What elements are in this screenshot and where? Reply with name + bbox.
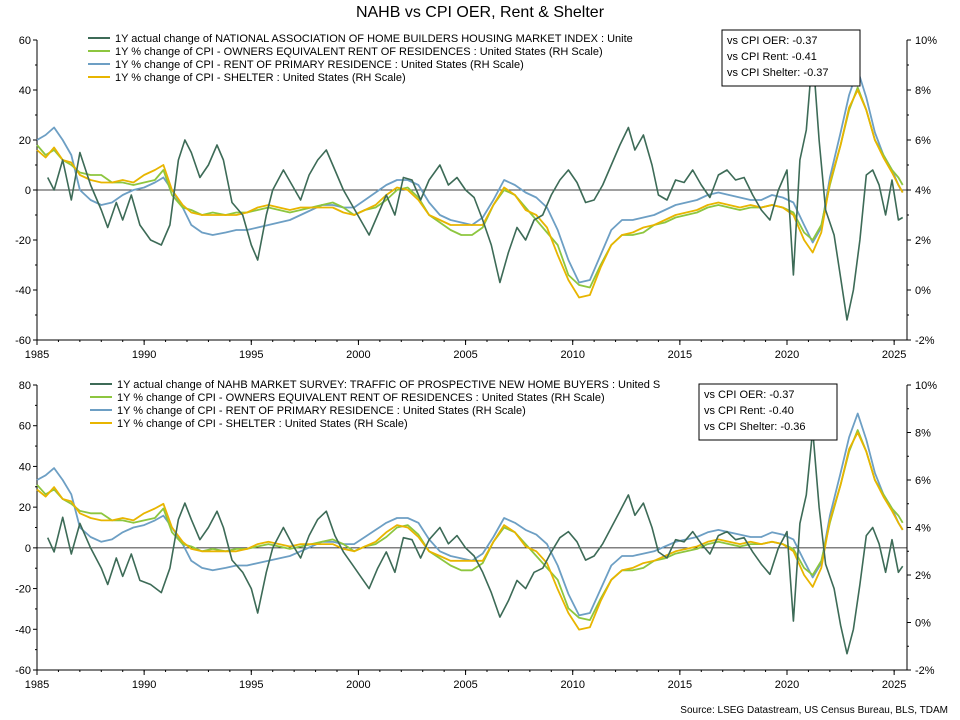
- right-tick-label: 2%: [915, 235, 931, 247]
- source-note: Source: LSEG Datastream, US Census Burea…: [680, 705, 948, 716]
- series-line-nahb-top: [46, 51, 904, 321]
- x-tick-label: 1995: [239, 349, 263, 361]
- right-tick-label: -2%: [915, 665, 935, 677]
- left-tick-label: 20: [19, 135, 31, 147]
- legend-label-rent: 1Y % change of CPI - RENT OF PRIMARY RES…: [117, 405, 526, 417]
- correlation-label: vs CPI Rent: -0.41: [727, 51, 817, 63]
- legend-label-nahb: 1Y actual change of NAHB MARKET SURVEY: …: [117, 379, 660, 391]
- chart-title: NAHB vs CPI OER, Rent & Shelter: [355, 4, 605, 21]
- x-tick-label: 2020: [775, 349, 799, 361]
- x-tick-label: 2020: [775, 679, 799, 691]
- left-tick-label: 0: [25, 185, 31, 197]
- right-tick-label: 10%: [915, 35, 937, 47]
- x-tick-label: 1985: [25, 679, 49, 691]
- series-line-oer-bottom: [36, 429, 904, 621]
- x-tick-label: 2000: [346, 679, 370, 691]
- left-tick-label: 20: [19, 502, 31, 514]
- legend-label-oer: 1Y % change of CPI - OWNERS EQUIVALENT R…: [117, 392, 605, 404]
- x-tick-label: 1985: [25, 349, 49, 361]
- right-tick-label: 2%: [915, 570, 931, 582]
- right-tick-label: 10%: [915, 380, 937, 392]
- x-tick-label: 2015: [668, 679, 692, 691]
- correlation-box: [698, 383, 838, 441]
- legend-label-nahb: 1Y actual change of NATIONAL ASSOCIATION…: [115, 33, 633, 45]
- right-tick-label: 8%: [915, 85, 931, 97]
- right-tick-label: 8%: [915, 428, 931, 440]
- legend-label-oer: 1Y % change of CPI - OWNERS EQUIVALENT R…: [115, 46, 603, 58]
- left-tick-label: -40: [15, 624, 31, 636]
- series-line-nahb-bottom: [46, 429, 904, 655]
- right-tick-label: 4%: [915, 523, 931, 535]
- left-tick-label: -60: [15, 335, 31, 347]
- left-tick-label: 40: [19, 85, 31, 97]
- right-tick-label: 0%: [915, 285, 931, 297]
- correlation-label: vs CPI OER: -0.37: [704, 389, 794, 401]
- correlation-label: vs CPI Rent: -0.40: [704, 405, 794, 417]
- x-tick-label: 2025: [882, 679, 906, 691]
- left-tick-label: -20: [15, 584, 31, 596]
- x-tick-label: 2005: [453, 679, 477, 691]
- x-tick-label: 2010: [560, 349, 584, 361]
- x-tick-label: 2005: [453, 349, 477, 361]
- x-tick-label: 2010: [560, 679, 584, 691]
- right-tick-label: 4%: [915, 185, 931, 197]
- x-tick-label: 1990: [132, 679, 156, 691]
- right-tick-label: 6%: [915, 475, 931, 487]
- correlation-label: vs CPI OER: -0.37: [727, 35, 817, 47]
- right-tick-label: 0%: [915, 618, 931, 630]
- left-tick-label: 80: [19, 380, 31, 392]
- legend-label-rent: 1Y % change of CPI - RENT OF PRIMARY RES…: [115, 59, 524, 71]
- correlation-label: vs CPI Shelter: -0.37: [727, 67, 829, 79]
- correlation-box: [721, 29, 861, 87]
- left-tick-label: 60: [19, 35, 31, 47]
- x-tick-label: 2015: [668, 349, 692, 361]
- legend-label-shelter: 1Y % change of CPI - SHELTER : United St…: [117, 418, 408, 430]
- right-tick-label: -2%: [915, 335, 935, 347]
- x-tick-label: 2000: [346, 349, 370, 361]
- left-tick-label: 60: [19, 421, 31, 433]
- series-line-shelter-bottom: [36, 431, 904, 631]
- x-tick-label: 2025: [882, 349, 906, 361]
- left-tick-label: 40: [19, 461, 31, 473]
- left-tick-label: -60: [15, 665, 31, 677]
- correlation-label: vs CPI Shelter: -0.36: [704, 421, 806, 433]
- left-tick-label: -40: [15, 285, 31, 297]
- left-tick-label: -20: [15, 235, 31, 247]
- x-tick-label: 1990: [132, 349, 156, 361]
- left-tick-label: 0: [25, 543, 31, 555]
- right-tick-label: 6%: [915, 135, 931, 147]
- x-tick-label: 1995: [239, 679, 263, 691]
- legend-label-shelter: 1Y % change of CPI - SHELTER : United St…: [115, 72, 406, 84]
